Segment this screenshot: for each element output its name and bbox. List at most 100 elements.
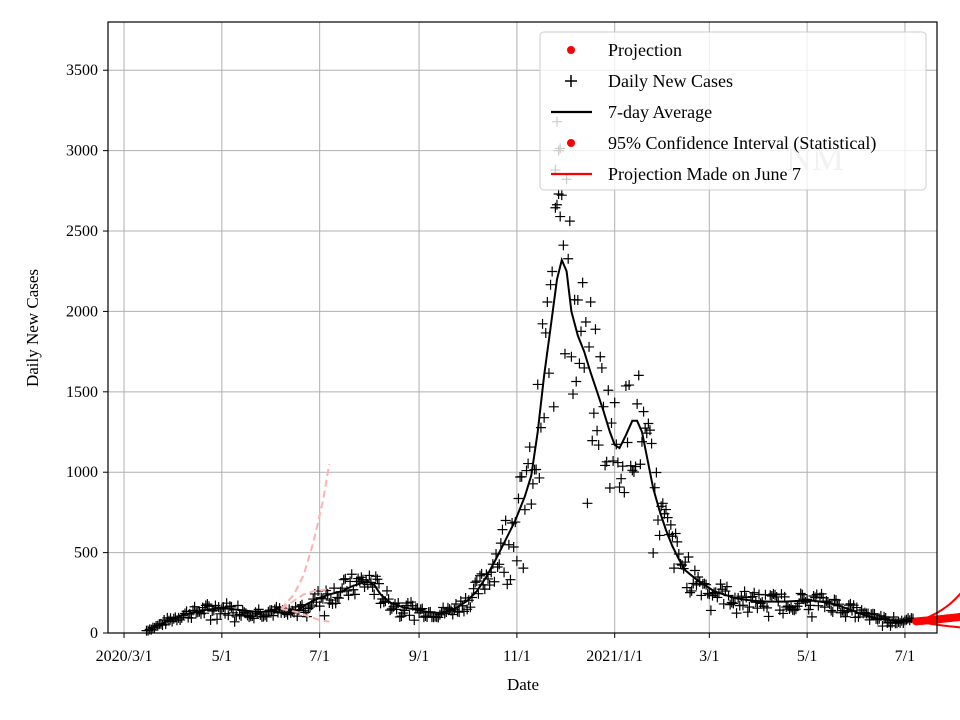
daily-case-point [628, 467, 639, 478]
daily-case-point [373, 578, 384, 589]
daily-case-point [305, 602, 316, 613]
x-tick-label: 2020/3/1 [96, 648, 153, 665]
daily-case-point [646, 438, 657, 449]
daily-case-point [511, 555, 522, 566]
daily-case-point [718, 598, 729, 609]
daily-case-point [582, 498, 593, 509]
daily-case-point [465, 602, 476, 613]
daily-case-point [744, 601, 755, 612]
daily-case-point [332, 592, 343, 603]
daily-case-point [636, 436, 647, 447]
daily-case-point [572, 295, 583, 306]
daily-case-point [319, 610, 330, 621]
daily-case-point [526, 499, 537, 510]
daily-case-point [468, 583, 479, 594]
axes-frame [107, 21, 938, 634]
daily-case-point [521, 465, 532, 476]
legend-label: 7-day Average [608, 102, 712, 122]
june7-projection-center [280, 588, 327, 610]
projection-series [912, 612, 960, 626]
daily-case-point [826, 605, 837, 616]
daily-case-point [742, 607, 753, 618]
daily-case-point [382, 585, 393, 596]
daily-case-point [587, 435, 598, 446]
daily-case-point [409, 615, 420, 626]
daily-case-point [417, 603, 428, 614]
y-tick-label: 2500 [66, 223, 98, 240]
daily-case-point [614, 482, 625, 493]
daily-case-point [356, 572, 367, 583]
daily-case-point [499, 567, 510, 578]
daily-case-point [542, 296, 553, 307]
legend-dot-marker [567, 139, 575, 147]
june7-projection-upper [280, 464, 331, 610]
daily-case-point [532, 379, 543, 390]
daily-case-point [705, 605, 716, 616]
daily-case-point [579, 362, 590, 373]
daily-case-point [479, 584, 490, 595]
daily-case-point [189, 601, 200, 612]
daily-case-point [545, 279, 556, 290]
daily-case-point [680, 557, 691, 568]
daily-case-point [524, 442, 535, 453]
daily-case-point [539, 412, 550, 423]
daily-case-point [652, 515, 663, 526]
daily-case-point [229, 616, 240, 627]
daily-case-point [470, 577, 481, 588]
daily-case-point [537, 318, 548, 329]
daily-case-point [590, 324, 601, 335]
daily-case-point [574, 358, 585, 369]
daily-case-point [551, 199, 562, 210]
daily-case-point [340, 573, 351, 584]
y-tick-label: 0 [90, 625, 98, 642]
daily-case-point [851, 602, 862, 613]
daily-case-point [500, 515, 511, 526]
daily-case-point [548, 401, 559, 412]
daily-case-point [346, 569, 357, 580]
daily-case-point [616, 473, 627, 484]
daily-case-point [391, 604, 402, 615]
daily-case-point [669, 563, 680, 574]
daily-case-point [803, 604, 814, 615]
daily-case-point [226, 601, 237, 612]
daily-case-point [314, 601, 325, 612]
daily-case-point [604, 482, 615, 493]
daily-case-point [508, 541, 519, 552]
daily-case-point [731, 608, 742, 619]
legend-box [539, 31, 927, 191]
daily-case-point [205, 615, 216, 626]
daily-case-point [683, 552, 694, 563]
daily-case-point [588, 408, 599, 419]
daily-case-point [601, 456, 612, 467]
legend-entry: Projection [567, 40, 682, 60]
daily-case-point [523, 458, 534, 469]
daily-case-point [505, 574, 516, 585]
daily-case-point [665, 519, 676, 530]
daily-case-point [503, 539, 514, 550]
daily-case-point [439, 608, 450, 619]
y-tick-label: 1500 [66, 384, 98, 401]
x-tick-label: 5/1 [212, 648, 232, 665]
legend-label: Projection Made on June 7 [608, 164, 801, 184]
daily-case-point [611, 439, 622, 450]
daily-case-point [577, 277, 588, 288]
daily-case-point [571, 376, 582, 387]
daily-case-point [662, 512, 673, 523]
daily-case-point [369, 589, 380, 600]
axes: 0 500 1000 1500 2000 2500 3000 3500 2020/3/1 5/1 7… [66, 62, 915, 665]
daily-case-point [728, 598, 739, 609]
legend: Projection Daily New Cases 7-day Average 95… [539, 31, 927, 191]
daily-case-point [638, 406, 649, 417]
daily-case-point [471, 576, 482, 587]
daily-case-point [212, 614, 223, 625]
daily-case-point [556, 190, 567, 201]
legend-entry: 7-day Average [551, 102, 712, 122]
daily-case-point [584, 341, 595, 352]
daily-case-point [596, 362, 607, 373]
daily-case-point [739, 586, 750, 597]
x-tick-label: 11/1 [503, 648, 531, 665]
legend-label: Projection [608, 40, 682, 60]
daily-case-point [827, 606, 838, 617]
daily-case-point [434, 609, 445, 620]
